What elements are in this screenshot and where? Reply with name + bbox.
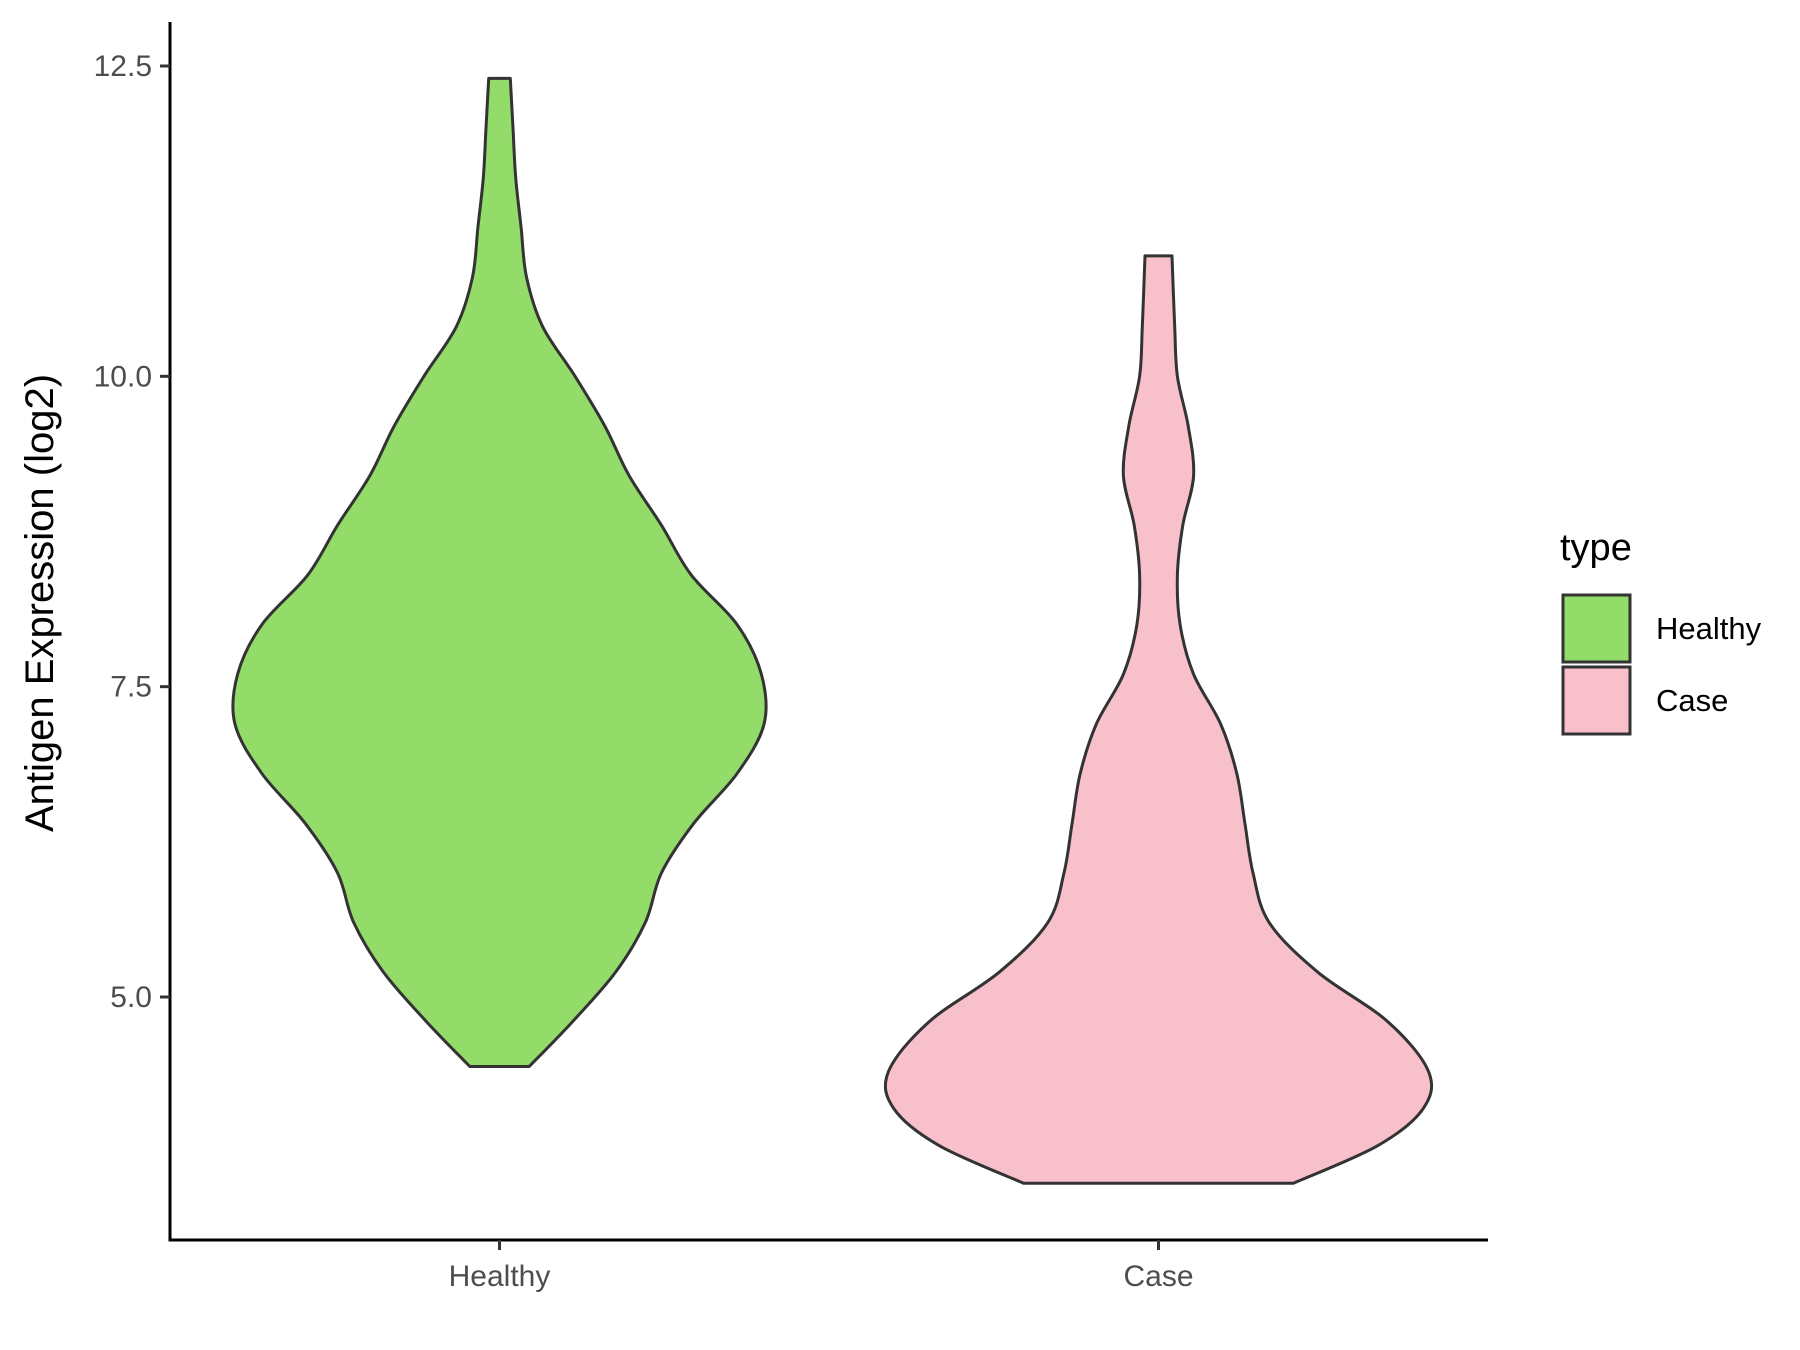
legend-swatch-healthy xyxy=(1561,593,1632,664)
y-tick-label: 12.5 xyxy=(94,50,152,83)
y-axis-title: Antigen Expression (log2) xyxy=(18,374,62,832)
x-tick-label-healthy: Healthy xyxy=(449,1260,551,1293)
legend-label-healthy: Healthy xyxy=(1656,611,1762,646)
legend: type Healthy Case xyxy=(1560,527,1762,736)
x-tick-label-case: Case xyxy=(1123,1260,1193,1293)
legend-swatch-case xyxy=(1561,665,1632,736)
violin-layer xyxy=(231,76,1434,1185)
y-tick-label: 5.0 xyxy=(110,981,152,1014)
axes: 5.0 7.5 10.0 12.5 Healthy Case Antigen Express… xyxy=(18,22,1488,1293)
legend-title: type xyxy=(1560,527,1632,569)
y-tick-label: 7.5 xyxy=(110,671,152,704)
violin-healthy xyxy=(231,76,768,1069)
y-tick-label: 10.0 xyxy=(94,360,152,393)
violin-case xyxy=(883,254,1434,1185)
legend-label-case: Case xyxy=(1656,683,1728,718)
